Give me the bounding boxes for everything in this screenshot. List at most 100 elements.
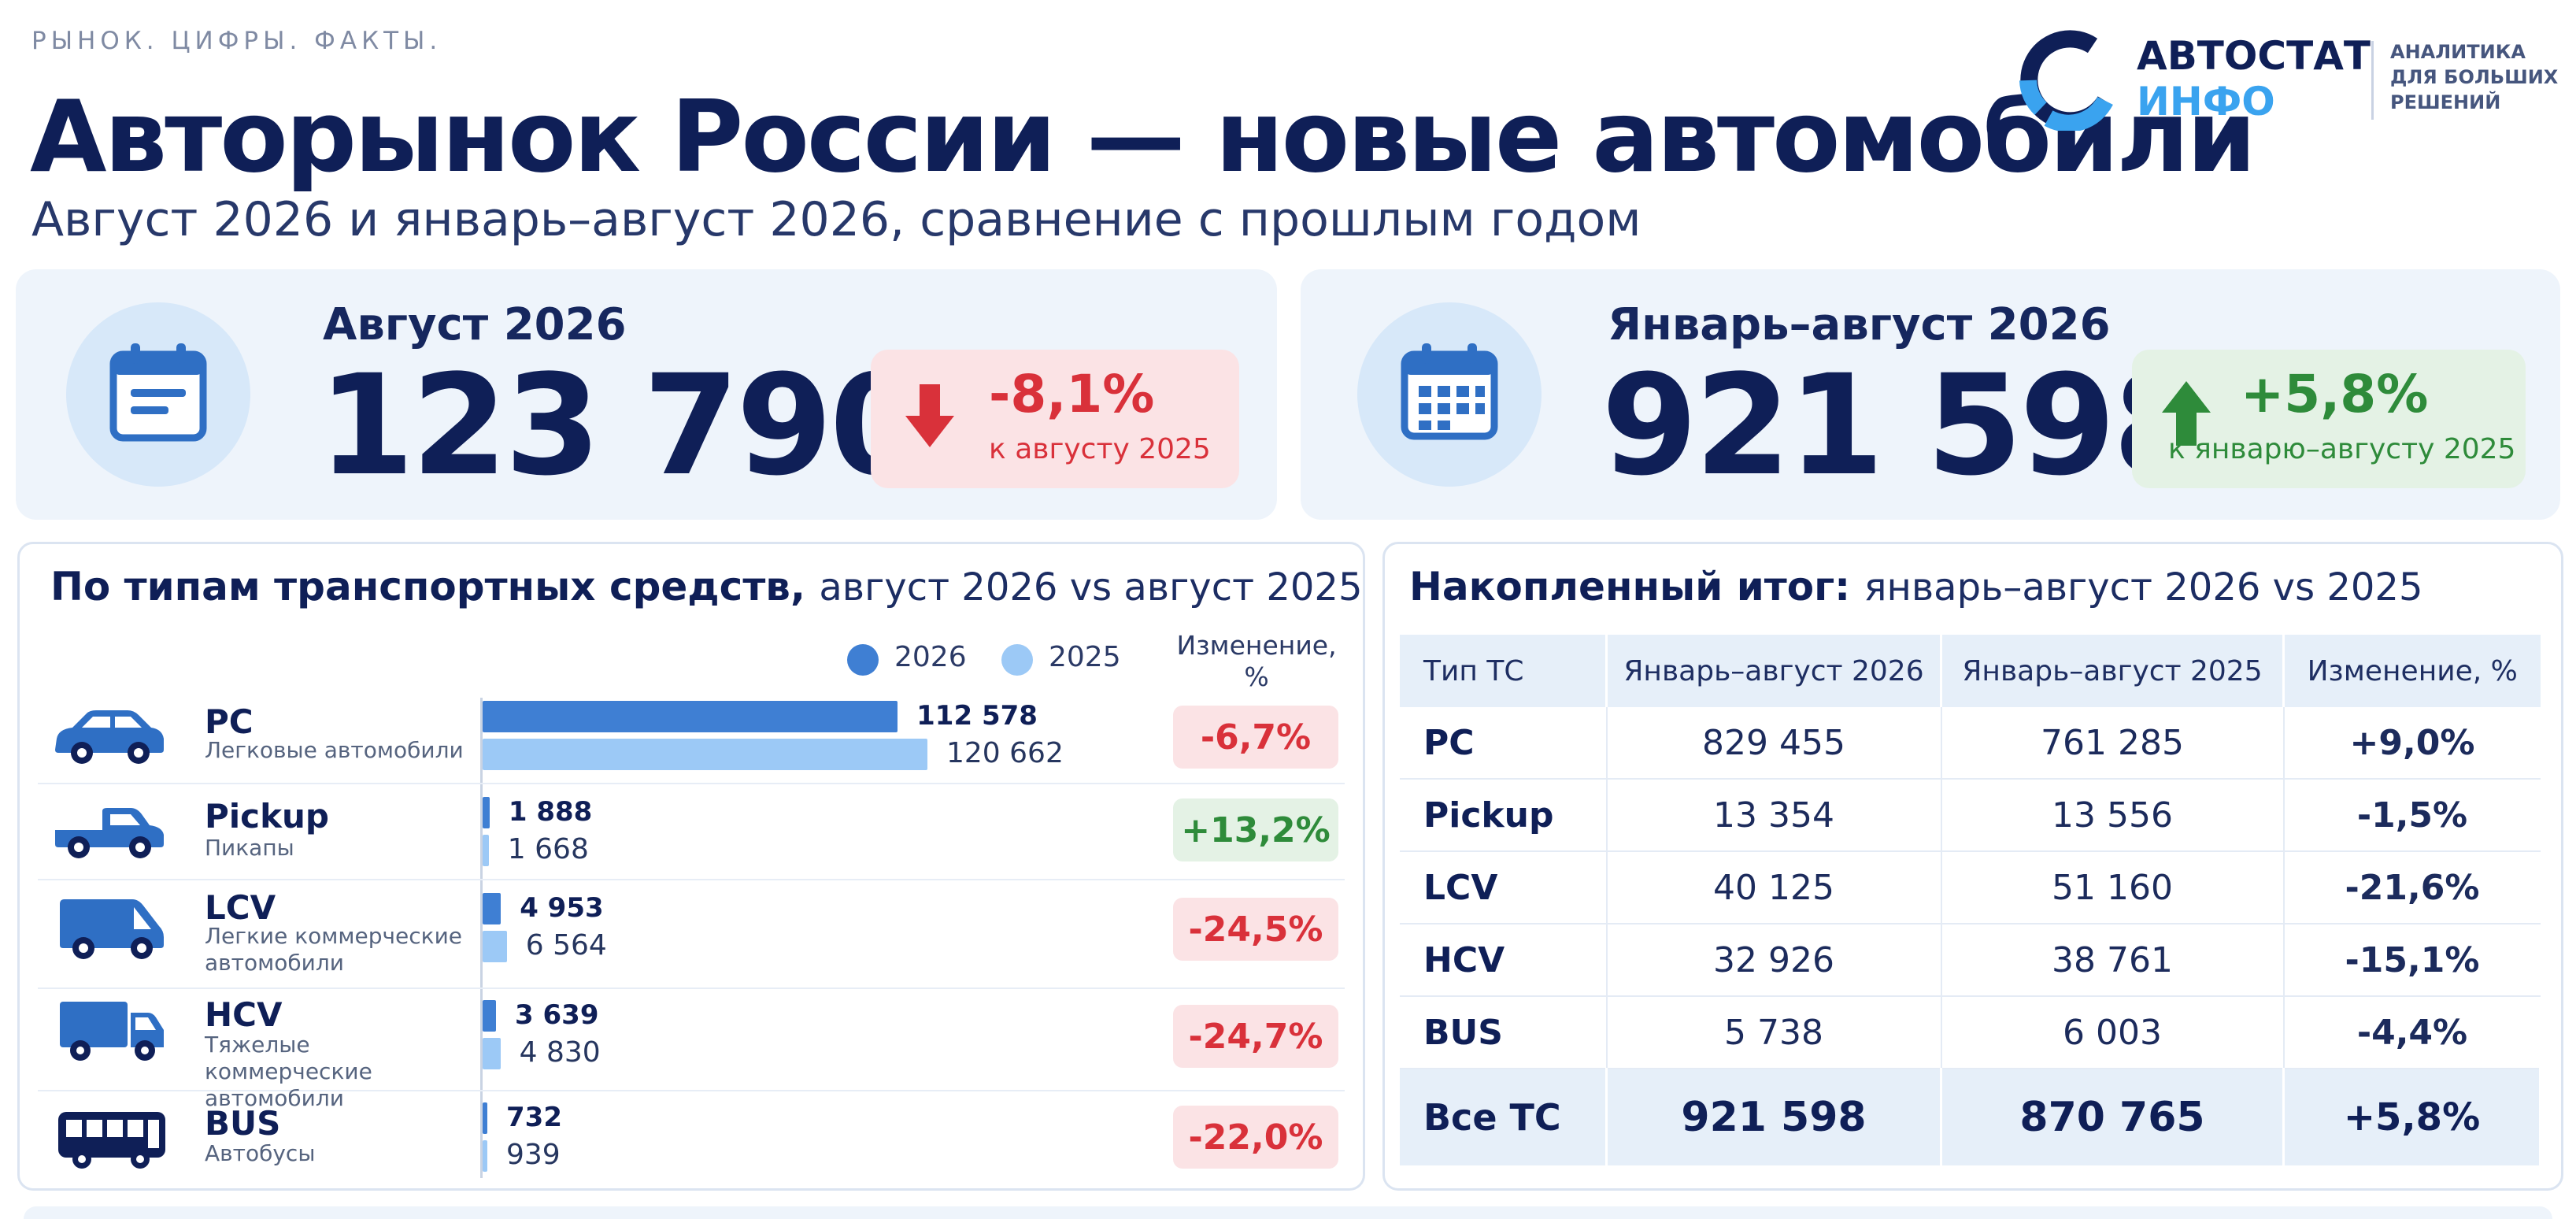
category-description: Автобусы	[205, 1140, 316, 1166]
bar-label-2026: 1 888	[508, 796, 593, 828]
category-code: BUS	[205, 1104, 281, 1143]
bar-label-2025: 939	[506, 1139, 561, 1171]
change-badge: -22,0%	[1173, 1106, 1338, 1169]
legend-dot-2025	[1001, 644, 1033, 676]
page-subtitle: Август 2026 и январь–август 2026, сравне…	[31, 192, 1641, 247]
cell-type: PC	[1400, 707, 1608, 780]
bar-2025-pc	[483, 739, 927, 770]
cell-change: -15,1%	[2283, 924, 2541, 997]
cumulative-table: Тип ТС Январь–август 2026 Январь–август …	[1400, 635, 2541, 1165]
category-code: Pickup	[205, 797, 329, 836]
table-row: LCV 40 125 51 160 -21,6%	[1400, 851, 2541, 924]
category-description: Пикапы	[205, 835, 294, 861]
cell-change: +5,8%	[2283, 1069, 2541, 1165]
category-code: LCV	[205, 888, 276, 927]
cell-type: Pickup	[1400, 779, 1608, 852]
row-separator	[38, 987, 1345, 989]
row-separator	[38, 879, 1345, 880]
kpi-icon-circle	[66, 302, 250, 487]
legend-dot-2026	[847, 644, 879, 676]
table-row: PC 829 455 761 285 +9,0%	[1400, 707, 2541, 780]
bar-label-2026: 732	[506, 1102, 562, 1133]
cell-type: Все ТС	[1400, 1069, 1608, 1165]
bar-2026-hcv	[483, 1000, 497, 1032]
bottom-strip	[24, 1206, 2552, 1219]
bar-2025-pickup	[483, 835, 489, 866]
cell-change: -21,6%	[2283, 851, 2541, 924]
logo-divider	[2371, 41, 2374, 120]
van-icon	[60, 899, 164, 959]
change-badge: -6,7%	[1173, 706, 1338, 769]
table-row: HCV 32 926 38 761 -15,1%	[1400, 924, 2541, 997]
table-total-row: Все ТС 921 598 870 765 +5,8%	[1400, 1069, 2541, 1165]
table-row: Pickup 13 354 13 556 -1,5%	[1400, 779, 2541, 852]
bar-label-2025: 4 830	[519, 1036, 601, 1069]
kpi-card-august: Август 2026 123 790 -8,1% к августу 2025	[16, 269, 1277, 520]
cell-2026: 40 125	[1606, 851, 1942, 924]
cell-2026: 829 455	[1606, 707, 1942, 780]
truck-icon	[60, 1002, 164, 1061]
logo-tagline: АНАЛИТИКА ДЛЯ БОЛЬШИХ РЕШЕНИЙ	[2390, 41, 2559, 113]
bar-2026-bus	[483, 1102, 487, 1134]
cumulative-title: Накопленный итог: январь–август 2026 vs …	[1409, 564, 2423, 610]
cell-2026: 921 598	[1606, 1069, 1942, 1165]
cell-type: LCV	[1400, 851, 1608, 924]
bar-2026-pickup	[483, 797, 490, 828]
bar-2025-lcv	[483, 931, 507, 962]
tagline: РЫНОК. ЦИФРЫ. ФАКТЫ.	[31, 27, 442, 55]
category-code: HCV	[205, 995, 283, 1034]
kpi-change-note: к январю–августу 2025	[2168, 433, 2516, 465]
kpi-value: 921 598	[1601, 345, 2209, 506]
bar-label-2025: 120 662	[946, 737, 1064, 769]
change-column-header: Изменение,%	[1176, 630, 1337, 692]
legend-label-2026: 2026	[894, 641, 967, 673]
cell-type: HCV	[1400, 924, 1608, 997]
legend-label-2025: 2025	[1049, 641, 1121, 673]
category-description: Легковые автомобили	[205, 737, 464, 763]
logo-name: АВТОСТАТ	[2137, 33, 2371, 79]
cell-2025: 870 765	[1941, 1069, 2285, 1165]
bar-2025-hcv	[483, 1038, 501, 1069]
bar-axis	[480, 698, 483, 1178]
bar-label-2026: 4 953	[520, 892, 604, 924]
arrow-down-icon	[905, 384, 954, 447]
kpi-change-note: к августу 2025	[989, 433, 1211, 465]
change-badge: -24,7%	[1173, 1005, 1338, 1068]
bus-icon	[58, 1112, 165, 1169]
bar-2026-pc	[483, 701, 898, 732]
category-description: Легкие коммерческие автомобили	[205, 923, 463, 976]
cell-2025: 38 761	[1941, 924, 2285, 997]
column-header: Изменение, %	[2283, 635, 2541, 707]
kpi-label: Январь–август 2026	[1608, 299, 2111, 350]
column-header: Январь–август 2025	[1941, 635, 2285, 707]
page-title: Авторынок России — новые автомобили	[30, 79, 2256, 195]
kpi-change-badge: -8,1% к августу 2025	[871, 350, 1239, 488]
cell-2026: 5 738	[1606, 996, 1942, 1069]
arrow-up-icon	[2162, 381, 2211, 446]
bar-label-2025: 6 564	[525, 929, 607, 961]
by-type-title: По типам транспортных средств, август 20…	[50, 564, 1363, 610]
logo-sub: ИНФО	[2137, 79, 2275, 124]
change-badge: +13,2%	[1173, 798, 1338, 861]
change-badge: -24,5%	[1173, 898, 1338, 961]
autostat-logo-icon	[2019, 30, 2113, 131]
table-row: BUS 5 738 6 003 -4,4%	[1400, 996, 2541, 1069]
category-code: PC	[205, 702, 254, 741]
cell-2025: 6 003	[1941, 996, 2285, 1069]
kpi-value: 123 790	[318, 345, 926, 506]
cell-2026: 32 926	[1606, 924, 1942, 997]
cell-change: -4,4%	[2283, 996, 2541, 1069]
cell-2025: 51 160	[1941, 851, 2285, 924]
calendar-icon	[109, 343, 207, 442]
category-description: Тяжелые коммерческие автомобили	[205, 1032, 372, 1111]
cell-2026: 13 354	[1606, 779, 1942, 852]
kpi-change-value: +5,8%	[2241, 364, 2429, 424]
bar-label-2025: 1 668	[507, 833, 589, 865]
bar-label-2026: 3 639	[515, 999, 599, 1031]
cell-change: -1,5%	[2283, 779, 2541, 852]
cell-type: BUS	[1400, 996, 1608, 1069]
cell-2025: 13 556	[1941, 779, 2285, 852]
pickup-icon	[55, 808, 164, 858]
bar-label-2026: 112 578	[916, 700, 1038, 732]
bar-2026-lcv	[483, 893, 502, 924]
